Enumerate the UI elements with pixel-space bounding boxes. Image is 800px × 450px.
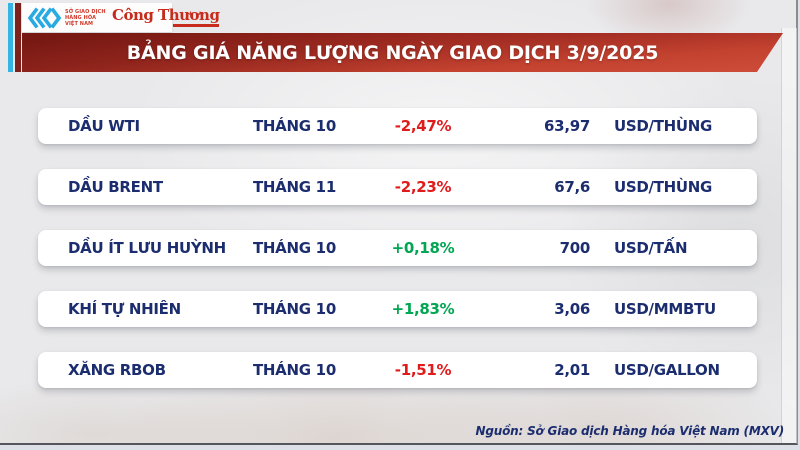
percent-change: -1,51% <box>394 361 452 379</box>
commodity-name: DẦU ÍT LƯU HUỲNH <box>68 239 226 257</box>
congthuong-logo: Công Thương <box>112 6 220 27</box>
percent-change: -2,47% <box>394 117 452 135</box>
source-note: Nguồn: Sở Giao dịch Hàng hóa Việt Nam (M… <box>475 424 785 438</box>
price-unit: USD/MMBTU <box>614 300 716 318</box>
congthuong-logo-bar <box>173 24 220 27</box>
congthuong-logo-text: Công Thương <box>112 6 220 24</box>
table-row-xang-rbob: XĂNG RBOB THÁNG 10 -1,51% 2,01 USD/GALLO… <box>38 352 757 388</box>
commodity-name: DẦU BRENT <box>68 178 163 196</box>
mxv-org-line1: SỞ GIAO DỊCH <box>65 8 106 15</box>
commodity-name: XĂNG RBOB <box>68 361 166 379</box>
table-row-dau-wti: DẦU WTI THÁNG 10 -2,47% 63,97 USD/THÙNG <box>38 108 757 144</box>
mxv-org-line3: VIỆT NAM <box>65 20 94 27</box>
price-value: 63,97 <box>544 117 590 135</box>
price-value: 3,06 <box>554 300 590 318</box>
mxv-org-line2: HÀNG HÓA <box>65 14 97 21</box>
commodity-name: KHÍ TỰ NHIÊN <box>68 300 181 318</box>
price-unit: USD/THÙNG <box>614 117 713 135</box>
left-accent-stripe-cyan <box>8 3 13 72</box>
price-value: 2,01 <box>554 361 590 379</box>
mxv-org-name: SỞ GIAO DỊCH HÀNG HÓA VIỆT NAM <box>65 9 107 27</box>
left-accent-stripe-maroon <box>15 3 21 72</box>
table-row-khi-tu-nhien: KHÍ TỰ NHIÊN THÁNG 10 +1,83% 3,06 USD/MM… <box>38 291 757 327</box>
price-unit: USD/TẤN <box>614 239 688 257</box>
price-value: 700 <box>559 239 591 257</box>
contract-month: THÁNG 10 <box>253 239 336 257</box>
contract-month: THÁNG 10 <box>253 300 336 318</box>
percent-change: -2,23% <box>394 178 452 196</box>
price-value: 67,6 <box>554 178 590 196</box>
contract-month: THÁNG 10 <box>253 117 336 135</box>
mxv-chevrons-icon <box>27 6 61 29</box>
contract-month: THÁNG 10 <box>253 361 336 379</box>
percent-change: +1,83% <box>391 300 455 318</box>
table-row-dau-brent: DẦU BRENT THÁNG 11 -2,23% 67,6 USD/THÙNG <box>38 169 757 205</box>
price-unit: USD/THÙNG <box>614 178 713 196</box>
page-title: BẢNG GIÁ NĂNG LƯỢNG NGÀY GIAO DỊCH 3/9/2… <box>126 41 659 64</box>
percent-change: +0,18% <box>391 239 455 257</box>
background-photo-edge <box>781 28 797 443</box>
price-unit: USD/GALLON <box>614 361 720 379</box>
title-banner: BẢNG GIÁ NĂNG LƯỢNG NGÀY GIAO DỊCH 3/9/2… <box>22 33 783 72</box>
logo-box: SỞ GIAO DỊCH HÀNG HÓA VIỆT NAM Công Thươ… <box>22 3 220 32</box>
contract-month: THÁNG 11 <box>253 178 336 196</box>
commodity-name: DẦU WTI <box>68 117 140 135</box>
table-row-dau-it-luu-huynh: DẦU ÍT LƯU HUỲNH THÁNG 10 +0,18% 700 USD… <box>38 230 757 266</box>
